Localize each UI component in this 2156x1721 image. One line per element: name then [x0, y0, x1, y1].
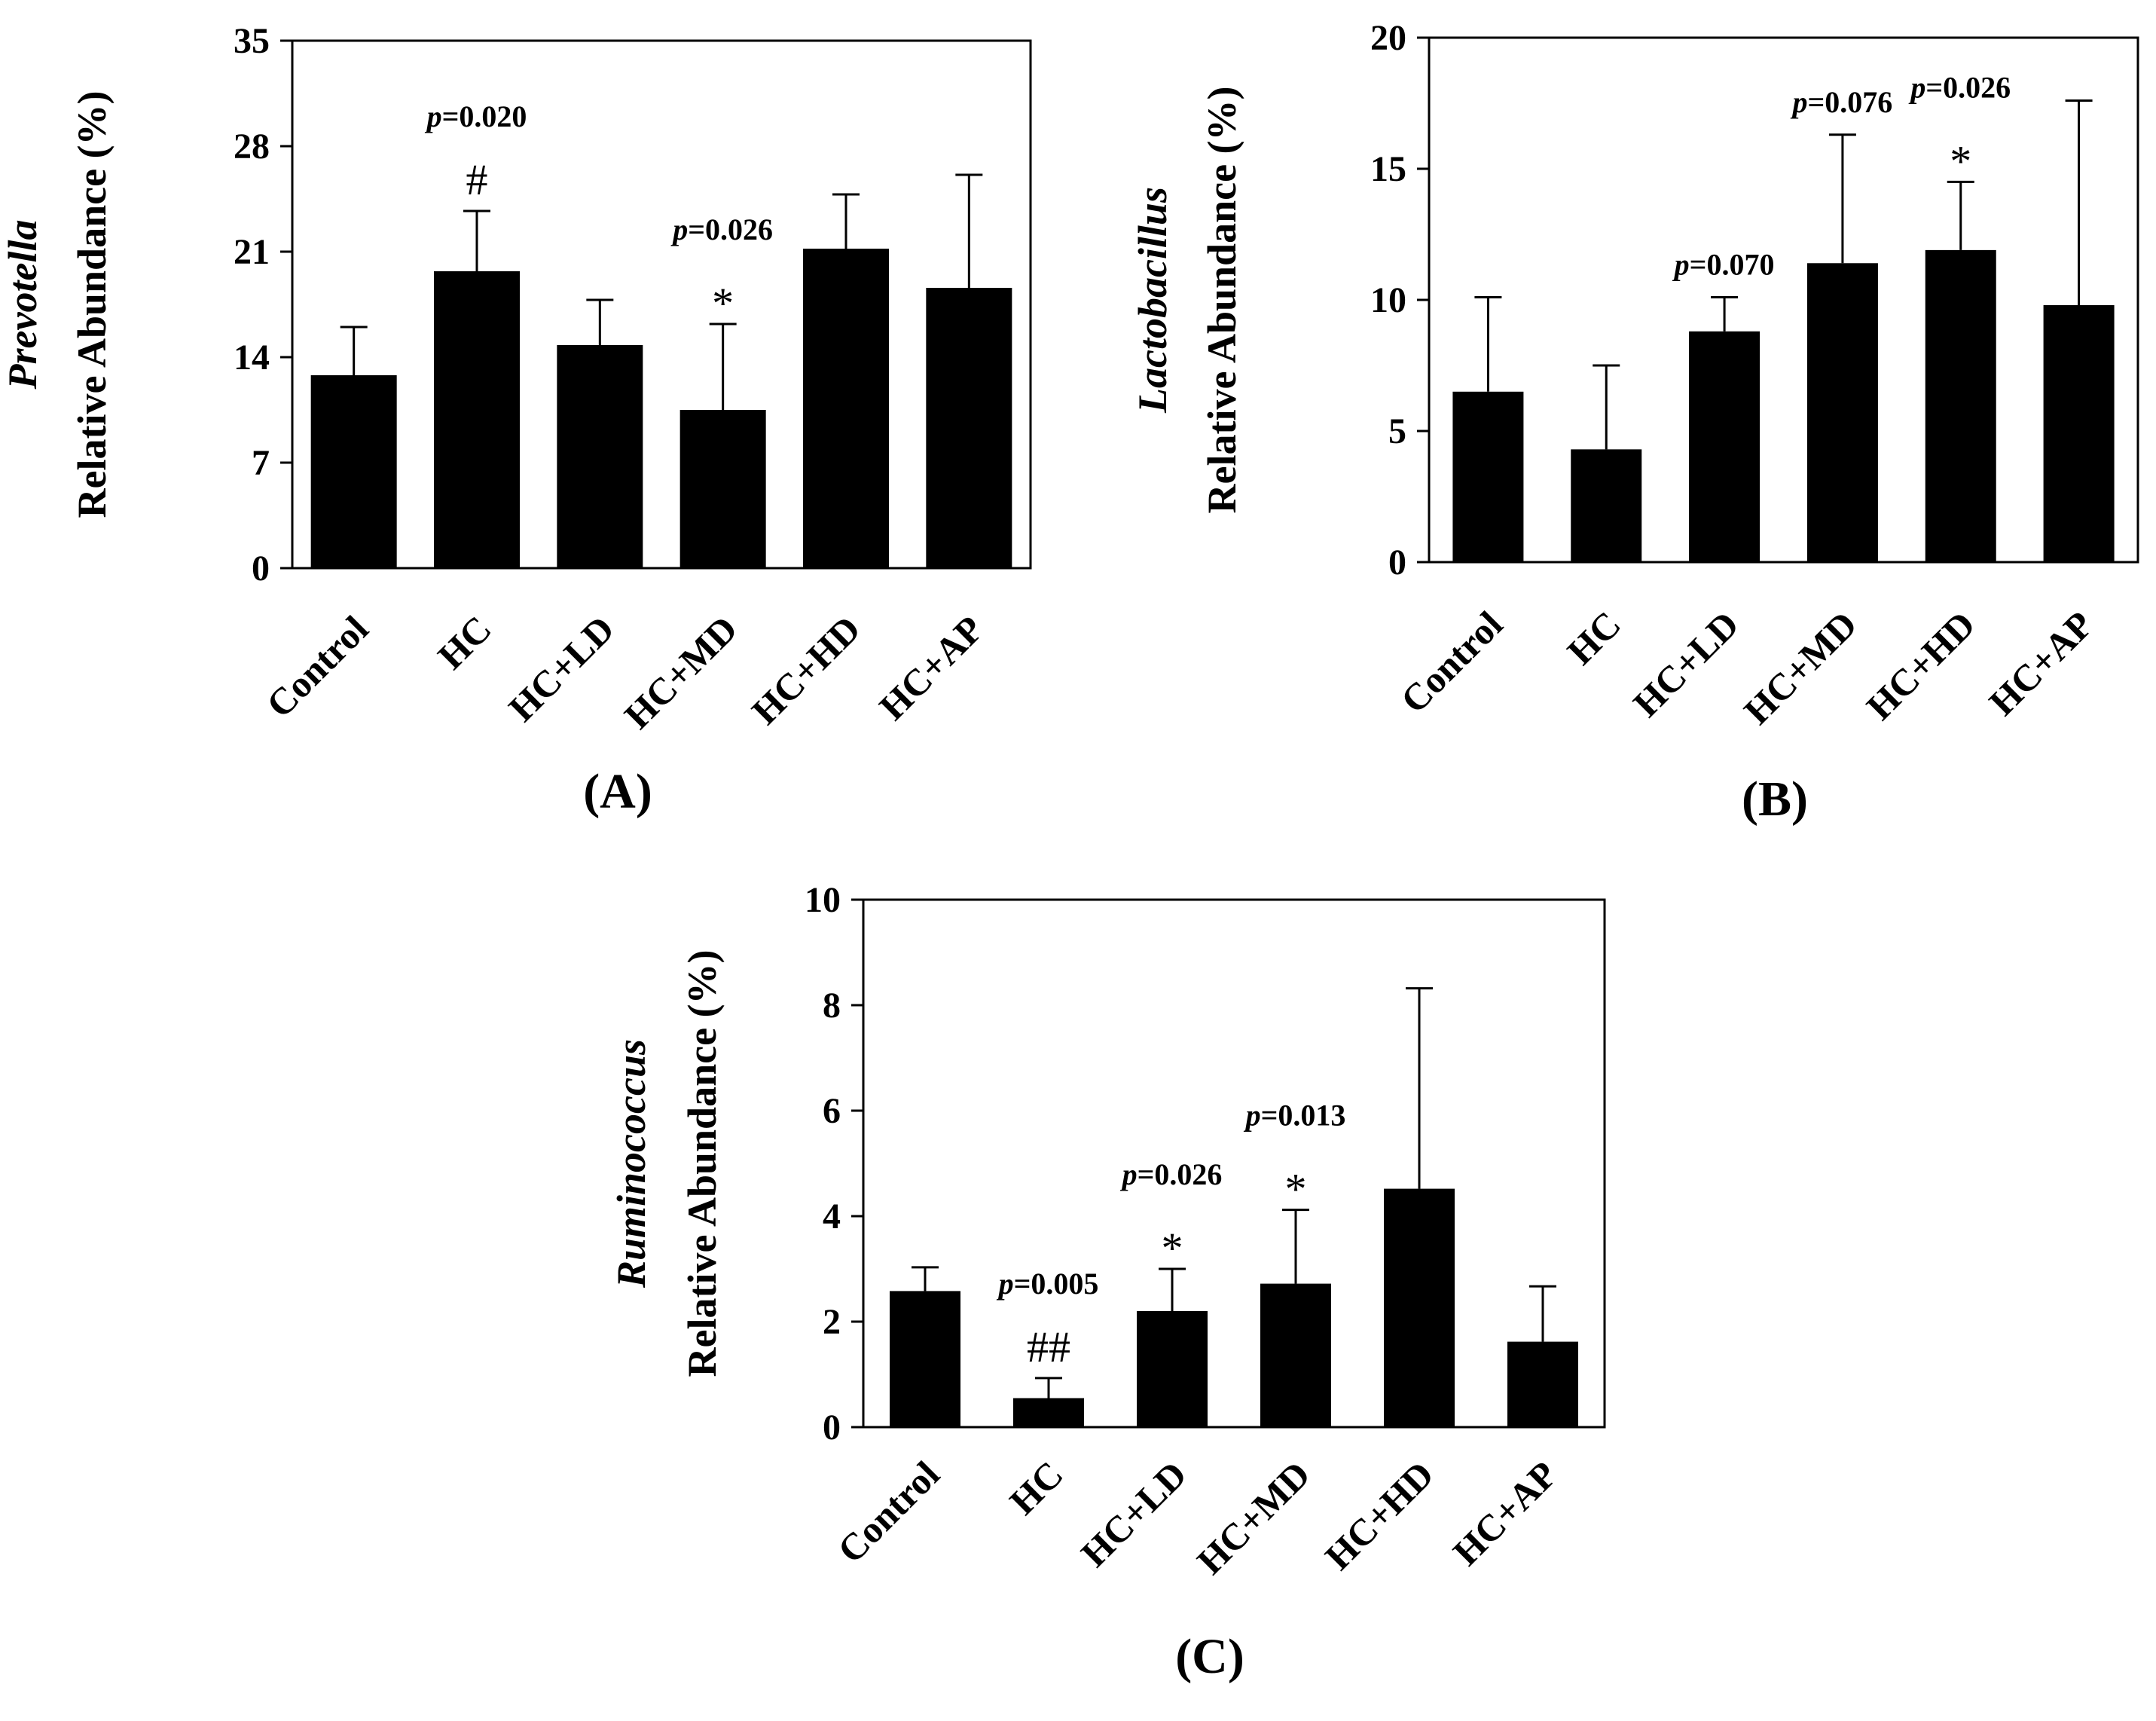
- p-value-label: p=0.070: [1672, 248, 1775, 282]
- y-tick-label: 5: [1388, 411, 1406, 451]
- p-value-label: p=0.026: [1120, 1157, 1223, 1191]
- y-tick-label: 20: [1370, 18, 1406, 58]
- category-label: HC: [429, 607, 499, 677]
- y-tick-label: 28: [234, 127, 270, 167]
- category-label: Control: [258, 607, 377, 726]
- bar-hc-ap: [1507, 1341, 1578, 1427]
- y-tick-label: 7: [252, 443, 270, 483]
- plot-area-frame: [291, 39, 1032, 570]
- plot-area-frame: [1428, 36, 2139, 564]
- bar-hc-ld: [557, 345, 643, 568]
- y-tick-label: 10: [1370, 280, 1406, 320]
- category-label: HC+AP: [1980, 603, 2101, 723]
- bar-hc-hd: [803, 249, 889, 568]
- bar-hc-ld: [1689, 331, 1761, 562]
- y-tick-label: 4: [823, 1197, 841, 1236]
- significance-symbol: *: [1162, 1224, 1183, 1273]
- bar-hc-md: [679, 410, 766, 568]
- bar-hc-ap: [926, 288, 1012, 568]
- bar-hc: [1013, 1398, 1084, 1427]
- y-tick-label: 35: [234, 21, 270, 61]
- category-label: HC+HD: [744, 607, 869, 732]
- y-tick-label: 14: [234, 338, 270, 378]
- y-axis-label: Relative Abundance (%): [69, 91, 115, 518]
- category-label: HC+HD: [1317, 1453, 1442, 1578]
- y-tick-label: 0: [1388, 543, 1406, 582]
- p-value-label: p=0.005: [997, 1267, 1099, 1301]
- y-axis-label: Relative Abundance (%): [1199, 87, 1244, 514]
- y-axis-label-genus: Lactobacillus: [1130, 187, 1175, 414]
- significance-symbol: *: [1950, 136, 1971, 185]
- y-tick-label: 21: [234, 232, 270, 272]
- y-tick-label: 6: [823, 1091, 841, 1131]
- p-value-label: p=0.013: [1244, 1099, 1346, 1133]
- significance-symbol: ##: [1027, 1322, 1070, 1371]
- bar-hc-hd: [1384, 1188, 1455, 1427]
- bar-hc-ap: [2043, 304, 2115, 562]
- y-axis-label: Relative Abundance (%): [679, 950, 725, 1377]
- p-value-label: p=0.020: [425, 99, 527, 133]
- category-label: HC+HD: [1858, 603, 1983, 728]
- y-tick-label: 8: [823, 986, 841, 1026]
- p-value-label: p=0.076: [1791, 85, 1893, 119]
- p-value-label: p=0.026: [670, 212, 773, 246]
- bar-hc-md: [1260, 1283, 1331, 1427]
- category-label: HC+AP: [871, 607, 991, 728]
- y-axis-label-genus: Ruminococcus: [609, 1039, 654, 1288]
- significance-symbol: *: [1285, 1165, 1307, 1214]
- y-tick-label: 15: [1370, 149, 1406, 189]
- y-tick-label: 0: [823, 1408, 841, 1447]
- category-label: HC+LD: [1625, 603, 1747, 725]
- category-label: HC+LD: [1073, 1453, 1195, 1575]
- category-label: Control: [829, 1453, 948, 1571]
- bar-hc: [1571, 449, 1642, 562]
- category-label: HC: [1559, 603, 1629, 673]
- bar-hc: [434, 271, 520, 568]
- bar-control: [310, 375, 397, 568]
- bar-hc-hd: [1925, 249, 1996, 562]
- category-label: HC: [1001, 1453, 1071, 1523]
- panel-label: (C): [1175, 1629, 1244, 1684]
- plot-area-frame: [862, 898, 1606, 1429]
- panel-label: (B): [1742, 772, 1808, 827]
- p-value-label: p=0.026: [1908, 70, 2011, 104]
- category-label: HC+MD: [616, 607, 746, 737]
- bar-control: [1452, 391, 1524, 562]
- y-tick-label: 2: [823, 1302, 841, 1342]
- category-label: HC+LD: [500, 607, 622, 729]
- y-tick-label: 10: [805, 880, 841, 920]
- significance-symbol: #: [466, 155, 488, 204]
- panel-label: (A): [583, 764, 652, 819]
- category-label: HC+AP: [1445, 1453, 1565, 1573]
- significance-symbol: *: [712, 279, 734, 328]
- y-tick-label: 0: [252, 549, 270, 588]
- category-label: HC+MD: [1189, 1453, 1318, 1582]
- bar-control: [890, 1291, 960, 1427]
- category-label: HC+MD: [1736, 603, 1865, 732]
- category-label: Control: [1392, 603, 1510, 721]
- bar-hc-md: [1806, 263, 1878, 562]
- y-axis-label-genus: Prevotella: [0, 220, 45, 390]
- bar-hc-ld: [1137, 1311, 1208, 1427]
